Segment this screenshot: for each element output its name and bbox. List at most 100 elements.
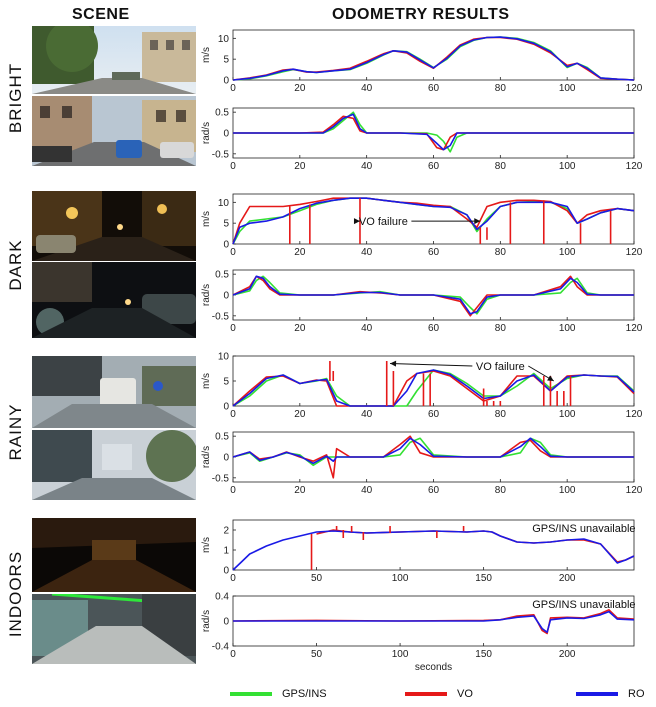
scene-photo-dark-1 bbox=[32, 191, 196, 261]
rainy-yaw-xtick-label: 60 bbox=[428, 485, 440, 496]
bright-speed-xtick-label: 80 bbox=[495, 83, 507, 94]
dark-yaw-xtick-label: 60 bbox=[428, 323, 440, 334]
scene-photo-indoors-2 bbox=[32, 594, 196, 664]
rainy-speed-xtick-label: 80 bbox=[495, 409, 507, 420]
indoors-speed-xtick-label: 50 bbox=[311, 573, 323, 584]
rainy-yaw-xtick-label: 100 bbox=[559, 485, 576, 496]
rainy-speed-xtick-label: 100 bbox=[559, 409, 576, 420]
dark-speed-xtick-label: 20 bbox=[294, 247, 306, 258]
dark-yaw-xtick-label: 120 bbox=[626, 323, 643, 334]
dark-speed-series-ro bbox=[232, 197, 635, 245]
legend-ro-swatch bbox=[576, 692, 618, 696]
rainy-speed-series-ro bbox=[232, 369, 635, 407]
bright-speed-xtick-label: 60 bbox=[428, 83, 440, 94]
bright-yaw-series-ro bbox=[233, 113, 634, 151]
scene-photo-bright-2 bbox=[32, 96, 196, 166]
rainy-speed-annotation-arrowhead bbox=[547, 375, 554, 381]
dark-speed-xtick-label: 0 bbox=[230, 247, 236, 258]
indoors-speed-xtick-label: 200 bbox=[559, 573, 576, 584]
rainy-speed-annotation: VO failure bbox=[476, 361, 525, 373]
indoors-yaw-ytick-label: 0 bbox=[223, 617, 229, 628]
rainy-speed-ytick-label: 5 bbox=[223, 377, 229, 388]
bright-speed-ytick-label: 0 bbox=[223, 76, 229, 87]
indoors-yaw-ylabel: rad/s bbox=[201, 610, 212, 632]
dark-speed-xtick-label: 100 bbox=[559, 247, 576, 258]
dark-speed-annotation: VO failure bbox=[359, 216, 408, 228]
rainy-yaw-ytick-label: -0.5 bbox=[212, 473, 230, 484]
rainy-speed-xtick-label: 20 bbox=[294, 409, 306, 420]
dark-yaw-ytick-label: 0 bbox=[223, 291, 229, 302]
rainy-yaw-series-ro bbox=[232, 437, 634, 465]
indoors-speed-annotation: GPS/INS unavailable bbox=[532, 523, 635, 535]
rainy-yaw-xtick-label: 80 bbox=[495, 485, 507, 496]
bright-speed-ylabel: m/s bbox=[201, 47, 212, 63]
bright-yaw-ytick-label: -0.5 bbox=[212, 149, 230, 160]
indoors-yaw-xtick-label: 0 bbox=[230, 649, 236, 660]
bright-yaw-xtick-label: 60 bbox=[428, 161, 440, 172]
scene-photo-indoors-1 bbox=[32, 518, 196, 592]
rainy-yaw-ylabel: rad/s bbox=[201, 446, 212, 468]
rainy-yaw-ytick-label: 0.5 bbox=[215, 432, 229, 443]
scene-header: SCENE bbox=[72, 6, 130, 23]
bright-speed-series-ro bbox=[232, 36, 635, 81]
bright-speed-xtick-label: 20 bbox=[294, 83, 306, 94]
dark-yaw-xtick-label: 100 bbox=[559, 323, 576, 334]
dark-speed-ytick-label: 0 bbox=[223, 240, 229, 251]
rainy-speed-ylabel: m/s bbox=[201, 373, 212, 389]
legend-gps-label: GPS/INS bbox=[282, 688, 327, 700]
bright-yaw-xtick-label: 100 bbox=[559, 161, 576, 172]
scene-photo-dark-2 bbox=[32, 262, 196, 338]
bright-yaw-xtick-label: 40 bbox=[361, 161, 373, 172]
rainy-speed-xtick-label: 40 bbox=[361, 409, 373, 420]
dark-speed-xtick-label: 120 bbox=[626, 247, 643, 258]
indoors-speed-ytick-label: 2 bbox=[223, 526, 229, 537]
dark-yaw-xtick-label: 80 bbox=[495, 323, 507, 334]
legend-gps: GPS/INS bbox=[230, 688, 327, 700]
bright-speed-frame bbox=[232, 29, 635, 81]
indoors-speed-ytick-label: 0 bbox=[223, 566, 229, 577]
rainy-speed-ytick-label: 10 bbox=[218, 352, 230, 363]
bright-speed-ytick-label: 5 bbox=[223, 55, 229, 66]
rainy-speed-ytick-label: 0 bbox=[223, 402, 229, 413]
indoors-yaw-xlabel: seconds bbox=[415, 662, 452, 673]
scene-photo-bright-1 bbox=[32, 26, 196, 94]
indoors-yaw-xtick-label: 50 bbox=[311, 649, 323, 660]
dark-speed-series-vo bbox=[232, 197, 635, 245]
dark-speed-xtick-label: 60 bbox=[428, 247, 440, 258]
dark-speed-xtick-label: 40 bbox=[361, 247, 373, 258]
indoors-yaw-ytick-label: -0.4 bbox=[212, 642, 230, 653]
rainy-speed-annotation-arrowhead bbox=[390, 360, 397, 367]
dark-speed-ytick-label: 5 bbox=[223, 219, 229, 230]
dark-speed-ylabel: m/s bbox=[201, 211, 212, 227]
indoors-yaw-series-ro bbox=[233, 610, 635, 634]
bright-yaw-xtick-label: 120 bbox=[626, 161, 643, 172]
dark-speed-annotation-arrowhead bbox=[474, 218, 481, 225]
dark-yaw-series-vo bbox=[232, 275, 634, 317]
indoors-speed-ylabel: m/s bbox=[201, 537, 212, 553]
bright-speed-ytick-label: 10 bbox=[218, 34, 230, 45]
dark-yaw-ytick-label: -0.5 bbox=[212, 311, 230, 322]
rainy-speed-annotation-arrow bbox=[390, 363, 473, 367]
bright-speed-xtick-label: 100 bbox=[559, 83, 576, 94]
legend-gps-swatch bbox=[230, 692, 272, 696]
legend-vo: VO bbox=[405, 688, 473, 700]
indoors-yaw-xtick-label: 100 bbox=[392, 649, 409, 660]
bright-speed-xtick-label: 40 bbox=[361, 83, 373, 94]
bright-yaw-ytick-label: 0.5 bbox=[215, 108, 229, 119]
dark-yaw-series-gps-ins bbox=[232, 275, 634, 315]
rainy-yaw-xtick-label: 20 bbox=[294, 485, 306, 496]
rainy-yaw-xtick-label: 40 bbox=[361, 485, 373, 496]
dark-yaw-xtick-label: 20 bbox=[294, 323, 306, 334]
dark-yaw-ytick-label: 0.5 bbox=[215, 270, 229, 281]
rainy-speed-xtick-label: 60 bbox=[428, 409, 440, 420]
indoors-speed-series-ro bbox=[232, 530, 635, 571]
bright-yaw-xtick-label: 80 bbox=[495, 161, 507, 172]
indoors-speed-xtick-label: 0 bbox=[230, 573, 236, 584]
scene-photo-rainy-2 bbox=[32, 430, 196, 500]
bright-yaw-ylabel: rad/s bbox=[201, 122, 212, 144]
rainy-speed-xtick-label: 0 bbox=[230, 409, 236, 420]
bright-speed-xtick-label: 0 bbox=[230, 83, 236, 94]
indoors-speed-xtick-label: 100 bbox=[392, 573, 409, 584]
indoors-speed-xtick-label: 150 bbox=[475, 573, 492, 584]
